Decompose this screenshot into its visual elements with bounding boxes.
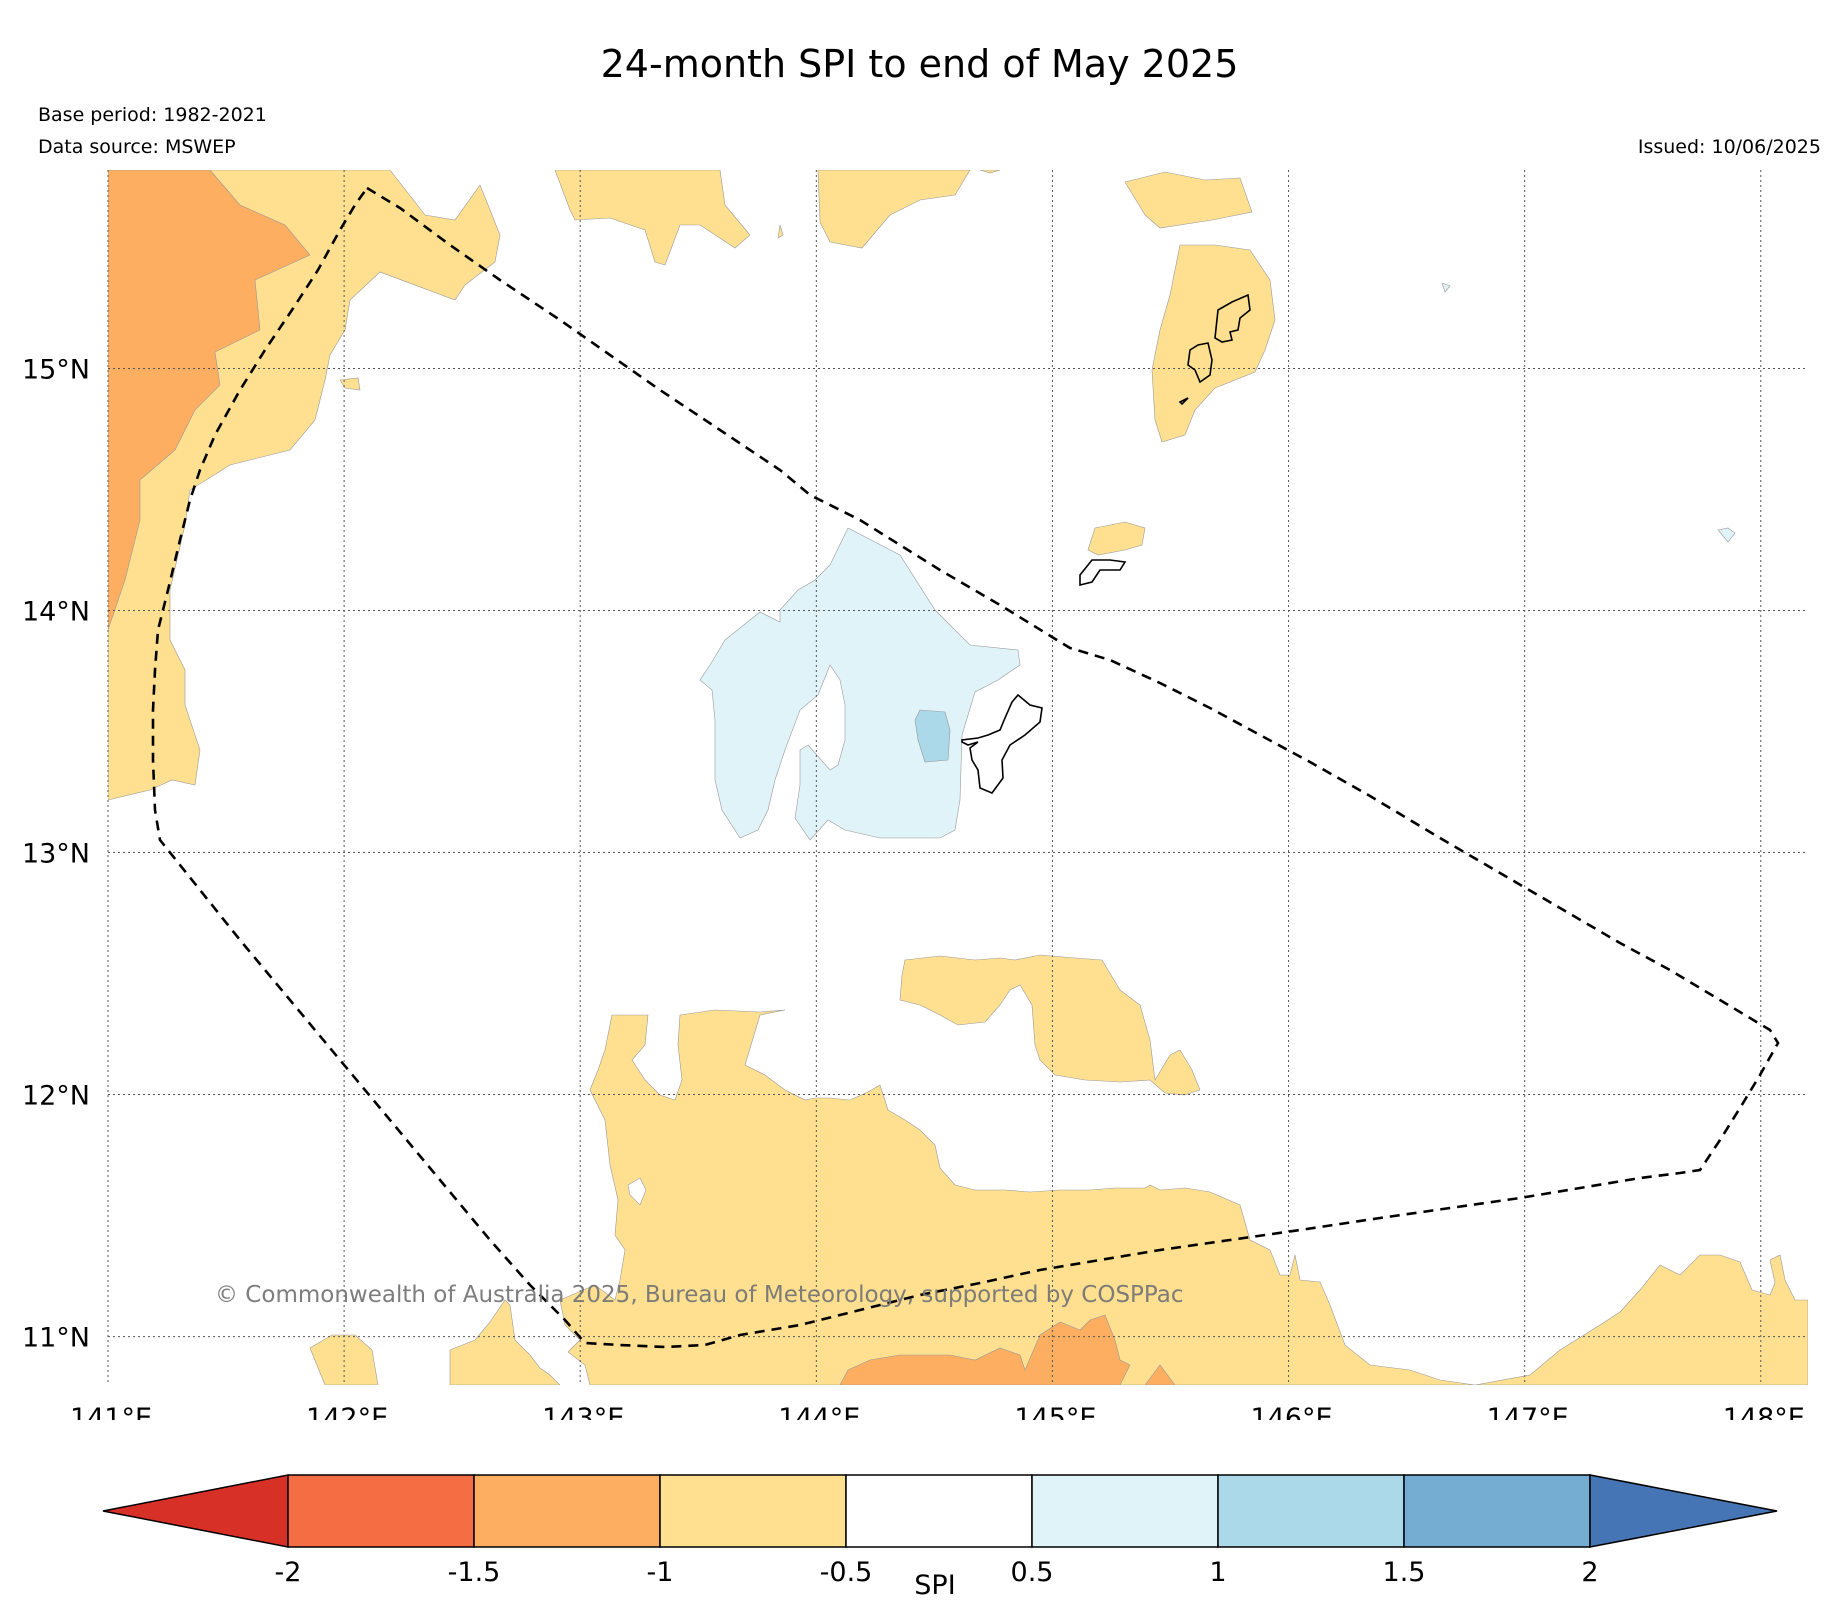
contour-south-1 [899, 954, 1201, 1096]
guam-island [961, 693, 1043, 794]
colorbar-segment [287, 1474, 475, 1548]
colorbar-tick-label: -0.5 [820, 1557, 873, 1588]
latitude-tick-label: 11°N [22, 1323, 90, 1354]
colorbar-tick-label: 1.5 [1383, 1557, 1426, 1588]
eez-boundary [151, 186, 1780, 1349]
page-title: 24-month SPI to end of May 2025 [600, 42, 1239, 86]
tinian-island [1187, 342, 1213, 384]
colorbar-tick-label: -2 [275, 1557, 302, 1588]
colorbar-label: SPI [914, 1570, 955, 1601]
island-outlines [961, 293, 1251, 794]
contour-central-wet [699, 527, 1021, 841]
colorbar-extend-high [1589, 1474, 1778, 1548]
contour-north-2 [817, 170, 971, 249]
longitude-tick-label: 148°E [1723, 1403, 1805, 1420]
colorbar-tick-label: 2 [1581, 1557, 1598, 1588]
contour-northeast-3 [1087, 521, 1146, 556]
colorbar-segment [1403, 1474, 1591, 1548]
longitude-tick-label: 144°E [778, 1403, 860, 1420]
copyright-watermark: © Commonwealth of Australia 2025, Bureau… [215, 1282, 1184, 1308]
colorbar-tick-label: 0.5 [1011, 1557, 1054, 1588]
contour-south-orange [839, 1314, 1131, 1385]
longitude-tick-label: 147°E [1487, 1403, 1569, 1420]
colorbar-tick-labels: -2 -1.5 -1 -0.5 0.5 1 1.5 2 [275, 1557, 1599, 1588]
colorbar-segment [659, 1474, 847, 1548]
latitude-tick-label: 12°N [22, 1081, 90, 1112]
longitude-tick-label: 143°E [542, 1403, 624, 1420]
colorbar-extend-low [102, 1474, 289, 1548]
colorbar-segment [1031, 1474, 1219, 1548]
latitude-tick-label: 13°N [22, 839, 90, 870]
colorbar-tick-label: 1 [1209, 1557, 1226, 1588]
colorbar-segment [1217, 1474, 1405, 1548]
spi-map: 141°E 142°E 143°E 144°E 145°E 146°E 147°E 148°E… [22, 170, 1808, 1420]
data-source-label: Data source: MSWEP [38, 136, 236, 158]
contour-west-orange [108, 170, 311, 631]
contour-northeast-2 [1151, 244, 1276, 443]
latitude-tick-labels: 15°N 14°N 13°N 12°N 11°N [22, 354, 90, 1353]
colorbar-segment [845, 1474, 1033, 1548]
saipan-island [1214, 293, 1251, 343]
contour-north-1 [554, 170, 751, 266]
latitude-tick-label: 15°N [22, 354, 90, 385]
longitude-tick-labels: 141°E 142°E 143°E 144°E 145°E 146°E 147°E 148°E [70, 1403, 1805, 1420]
rota-island [1079, 559, 1127, 587]
latitude-tick-label: 14°N [22, 596, 90, 627]
graticule [107, 170, 1808, 1385]
spi-contours [108, 170, 1808, 1385]
contour-central-wet2 [914, 709, 951, 763]
longitude-tick-label: 145°E [1014, 1403, 1096, 1420]
base-period-label: Base period: 1982-2021 [38, 104, 267, 126]
colorbar-segment [473, 1474, 661, 1548]
longitude-tick-label: 142°E [306, 1403, 388, 1420]
colorbar-tick-label: -1.5 [448, 1557, 501, 1588]
contour-south-main [559, 1009, 1808, 1385]
longitude-tick-label: 146°E [1251, 1403, 1333, 1420]
contour-northeast-1 [1124, 171, 1253, 229]
issued-date-label: Issued: 10/06/2025 [1637, 136, 1821, 158]
colorbar-segments [102, 1474, 1778, 1548]
colorbar-tick-label: -1 [647, 1557, 674, 1588]
contour-southwest-2 [449, 1299, 561, 1385]
longitude-tick-label: 141°E [70, 1403, 152, 1420]
